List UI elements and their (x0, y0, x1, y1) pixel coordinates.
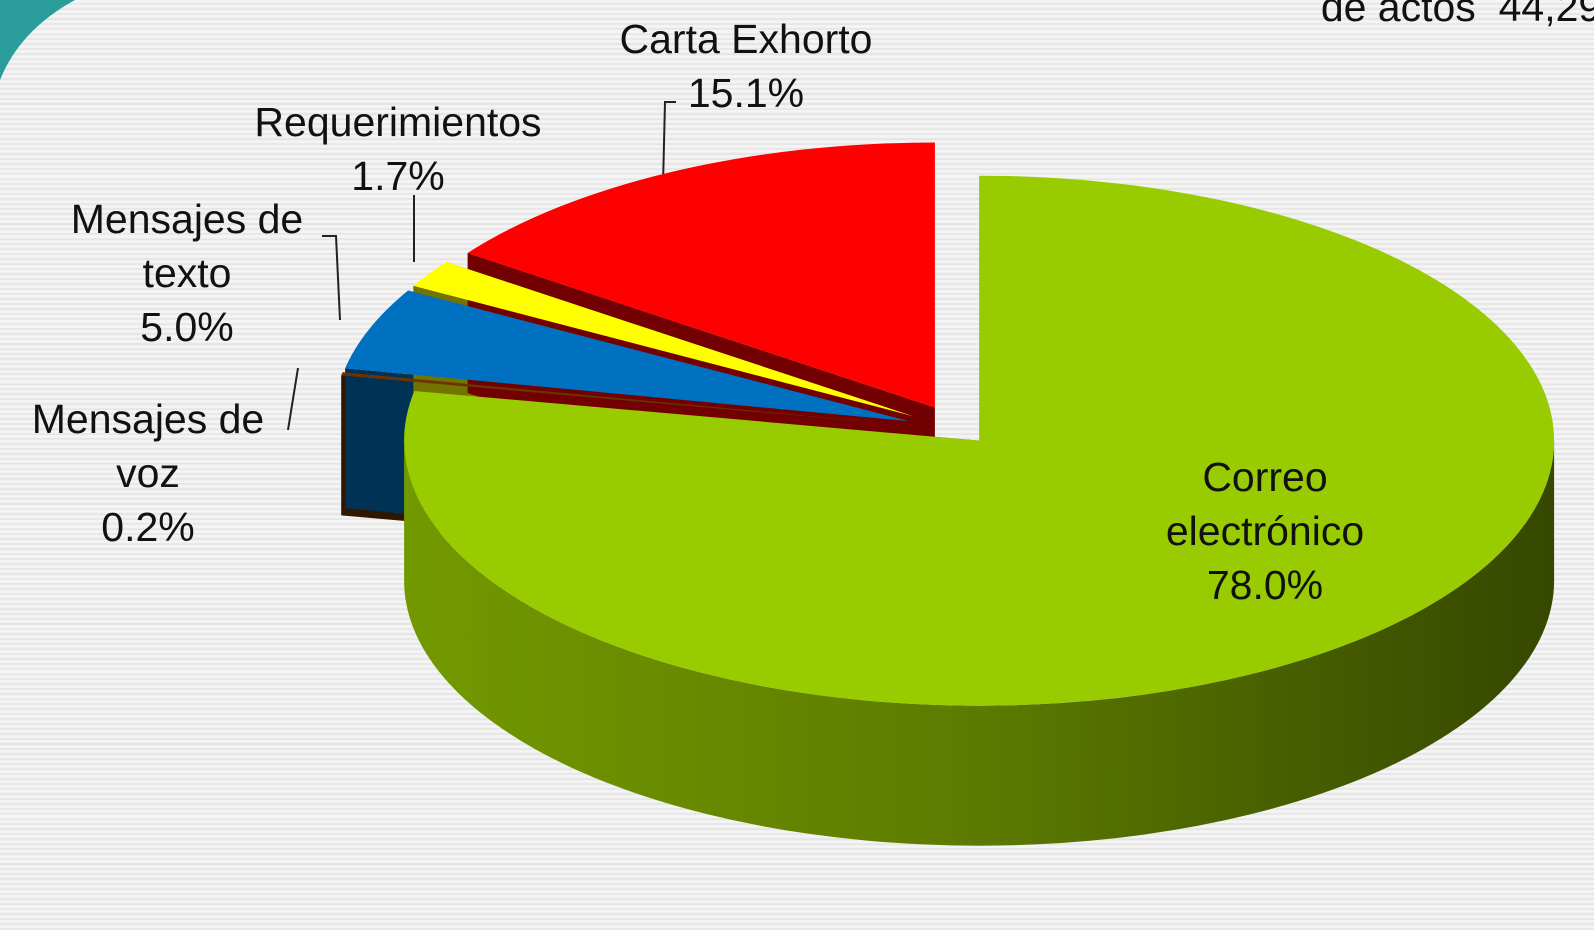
value-label: 15.1% (687, 70, 805, 116)
category-label: Requerimientos (254, 99, 542, 145)
slice (467, 142, 935, 408)
data-label: Requerimientos 1.7% (218, 95, 578, 203)
slice (345, 290, 909, 422)
slice (413, 261, 914, 417)
title: de actos 44,294 (1320, 0, 1594, 30)
corner-decoration (0, 0, 75, 80)
slice (341, 372, 907, 426)
value-label: 78.0% (1206, 562, 1324, 608)
value-label: 0.2% (101, 504, 195, 550)
slice-wall (404, 440, 1555, 846)
data-label: Carta Exhorto 15.1% (546, 12, 946, 120)
category-label: Mensajes de voz (31, 396, 265, 496)
data-label: Correo electrónico 78.0% (1135, 450, 1395, 612)
value-label: 5.0% (140, 304, 234, 350)
category-label: Correo electrónico (1165, 454, 1365, 554)
data-label: Mensajes de voz 0.2% (3, 392, 293, 554)
data-label: Mensajes de texto 5.0% (42, 192, 332, 354)
category-label: Carta Exhorto (619, 16, 873, 62)
leader-lines (287, 101, 676, 431)
slice (404, 175, 1555, 706)
category-label: Mensajes de texto (70, 196, 304, 296)
value-label: 1.7% (351, 153, 445, 199)
